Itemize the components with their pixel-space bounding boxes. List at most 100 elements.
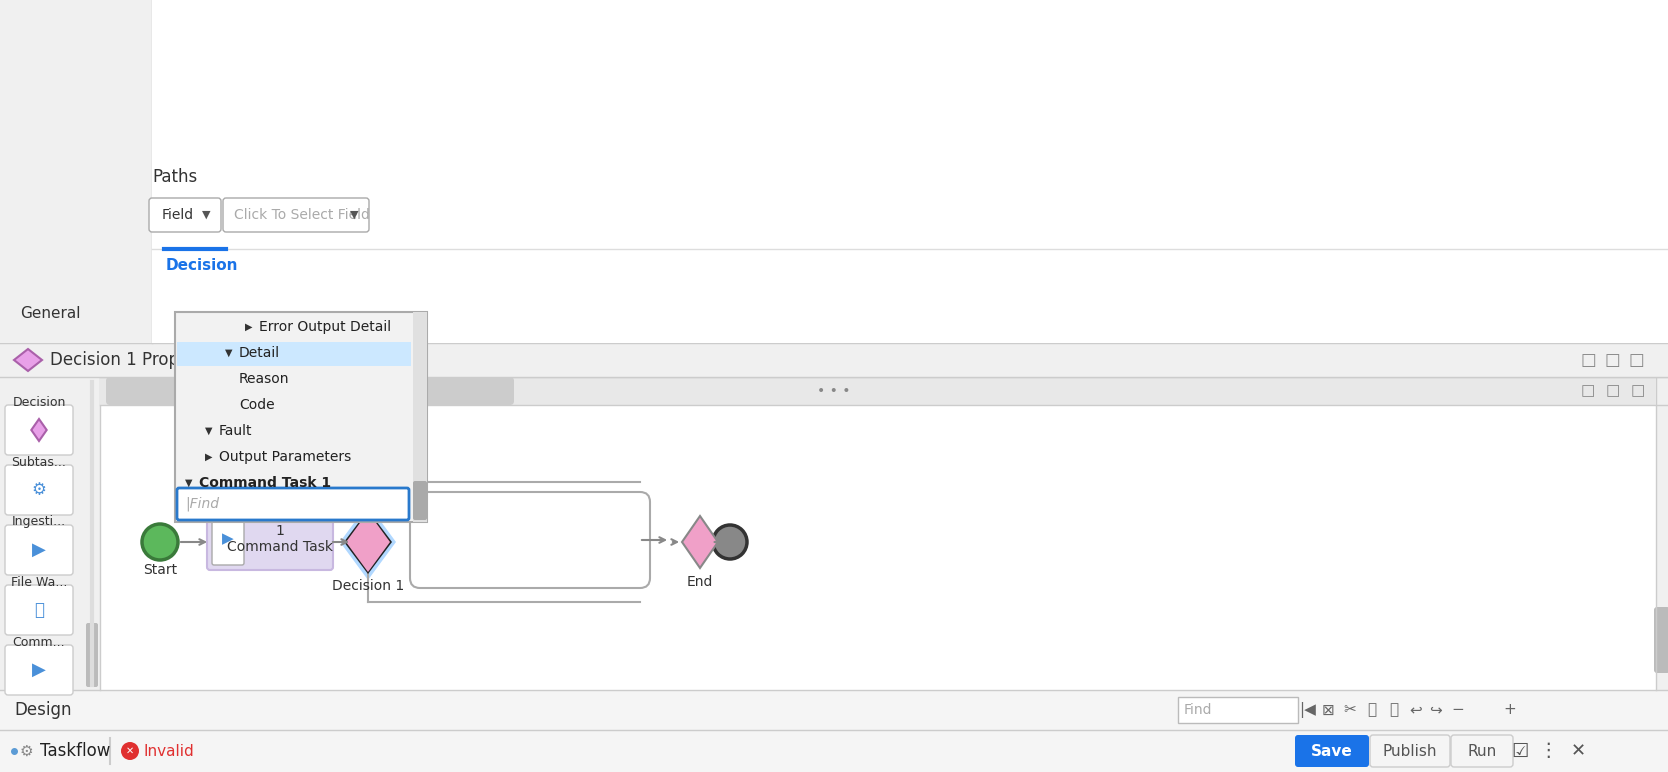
Text: ✕: ✕ — [1571, 742, 1586, 760]
FancyBboxPatch shape — [100, 377, 1656, 405]
Text: ▼: ▼ — [225, 348, 232, 358]
Text: Ingesti...: Ingesti... — [12, 516, 67, 529]
Text: □: □ — [1581, 384, 1595, 398]
Text: Reason: Reason — [239, 372, 290, 386]
Text: ⚙: ⚙ — [32, 481, 47, 499]
Text: ✂: ✂ — [1344, 703, 1356, 717]
Text: End: End — [687, 575, 714, 589]
Text: ▼: ▼ — [202, 210, 210, 220]
FancyBboxPatch shape — [177, 342, 410, 366]
FancyBboxPatch shape — [5, 405, 73, 455]
FancyBboxPatch shape — [107, 377, 514, 405]
Text: □: □ — [1628, 351, 1645, 369]
Text: |◀: |◀ — [1299, 702, 1316, 718]
FancyBboxPatch shape — [0, 377, 100, 690]
Polygon shape — [682, 516, 717, 568]
Text: • • •: • • • — [817, 384, 851, 398]
Text: Code: Code — [239, 398, 275, 412]
FancyBboxPatch shape — [414, 312, 427, 522]
FancyBboxPatch shape — [212, 513, 244, 565]
Text: Run: Run — [1468, 743, 1496, 759]
Text: ☑: ☑ — [1511, 741, 1530, 760]
Text: ▶: ▶ — [245, 322, 252, 332]
FancyBboxPatch shape — [0, 730, 1668, 772]
Text: ▼: ▼ — [185, 478, 192, 488]
Polygon shape — [345, 512, 390, 572]
Text: ⋮: ⋮ — [1538, 741, 1558, 760]
Text: Fault: Fault — [219, 424, 252, 438]
Circle shape — [142, 524, 178, 560]
FancyBboxPatch shape — [100, 377, 1656, 690]
Text: |Find: |Find — [185, 496, 219, 511]
Text: ⚙: ⚙ — [20, 743, 33, 759]
Text: Command Task: Command Task — [227, 540, 334, 554]
Text: −: − — [1451, 703, 1465, 717]
FancyBboxPatch shape — [1369, 735, 1449, 767]
FancyBboxPatch shape — [1451, 735, 1513, 767]
Text: ↩: ↩ — [1409, 703, 1423, 717]
Text: Decision 1 Properties: Decision 1 Properties — [50, 351, 227, 369]
Text: Detail: Detail — [239, 346, 280, 360]
Text: ↪: ↪ — [1429, 703, 1443, 717]
Text: Command Task 1: Command Task 1 — [198, 476, 332, 490]
Text: Design: Design — [13, 701, 72, 719]
FancyBboxPatch shape — [5, 645, 73, 695]
FancyBboxPatch shape — [177, 488, 409, 520]
Circle shape — [122, 742, 138, 760]
Text: File Wa...: File Wa... — [10, 575, 67, 588]
Text: ⊠: ⊠ — [1321, 703, 1334, 717]
Text: □: □ — [1606, 384, 1620, 398]
Text: +: + — [1503, 703, 1516, 717]
FancyBboxPatch shape — [5, 525, 73, 575]
Text: Subtas...: Subtas... — [12, 455, 67, 469]
Polygon shape — [340, 504, 395, 580]
Text: 📋: 📋 — [33, 601, 43, 619]
Polygon shape — [32, 419, 47, 441]
FancyBboxPatch shape — [0, 690, 1668, 730]
FancyBboxPatch shape — [5, 585, 73, 635]
FancyBboxPatch shape — [5, 465, 73, 515]
FancyBboxPatch shape — [1294, 735, 1369, 767]
Text: ▶: ▶ — [222, 531, 234, 547]
Polygon shape — [13, 349, 42, 371]
Text: Taskflow: Taskflow — [40, 742, 110, 760]
Text: Decision 1: Decision 1 — [332, 579, 404, 593]
FancyBboxPatch shape — [0, 0, 152, 343]
Text: Paths: Paths — [152, 168, 197, 186]
Text: Comm...: Comm... — [13, 635, 65, 648]
FancyBboxPatch shape — [87, 623, 98, 687]
FancyBboxPatch shape — [0, 343, 1668, 377]
FancyBboxPatch shape — [152, 249, 1668, 293]
Text: Click To Select Field: Click To Select Field — [234, 208, 370, 222]
Text: Invalid: Invalid — [143, 743, 195, 759]
Text: Decision: Decision — [167, 259, 239, 273]
Text: □: □ — [1580, 351, 1596, 369]
Text: ▶: ▶ — [32, 541, 47, 559]
Text: Field: Field — [162, 208, 193, 222]
Text: ✕: ✕ — [127, 746, 133, 756]
Polygon shape — [344, 510, 392, 574]
Circle shape — [712, 525, 747, 559]
Text: Start: Start — [143, 563, 177, 577]
Text: ⬜: ⬜ — [1368, 703, 1376, 717]
FancyBboxPatch shape — [1178, 697, 1298, 723]
Text: ▼: ▼ — [350, 210, 359, 220]
Text: Save: Save — [1311, 743, 1353, 759]
Text: Output Parameters: Output Parameters — [219, 450, 352, 464]
Text: □: □ — [1631, 384, 1645, 398]
Text: 1: 1 — [275, 524, 285, 538]
Text: □: □ — [1605, 351, 1620, 369]
Text: ▼: ▼ — [205, 426, 212, 436]
FancyBboxPatch shape — [224, 198, 369, 232]
Text: ▶: ▶ — [32, 661, 47, 679]
FancyBboxPatch shape — [1656, 377, 1668, 690]
Text: General: General — [20, 306, 80, 320]
Text: Find: Find — [1184, 703, 1213, 717]
Text: Publish: Publish — [1383, 743, 1438, 759]
FancyBboxPatch shape — [207, 508, 334, 570]
Text: Error Output Detail: Error Output Detail — [259, 320, 390, 334]
FancyBboxPatch shape — [414, 481, 427, 520]
Text: ▶: ▶ — [205, 452, 212, 462]
FancyBboxPatch shape — [148, 198, 220, 232]
FancyBboxPatch shape — [175, 312, 427, 522]
